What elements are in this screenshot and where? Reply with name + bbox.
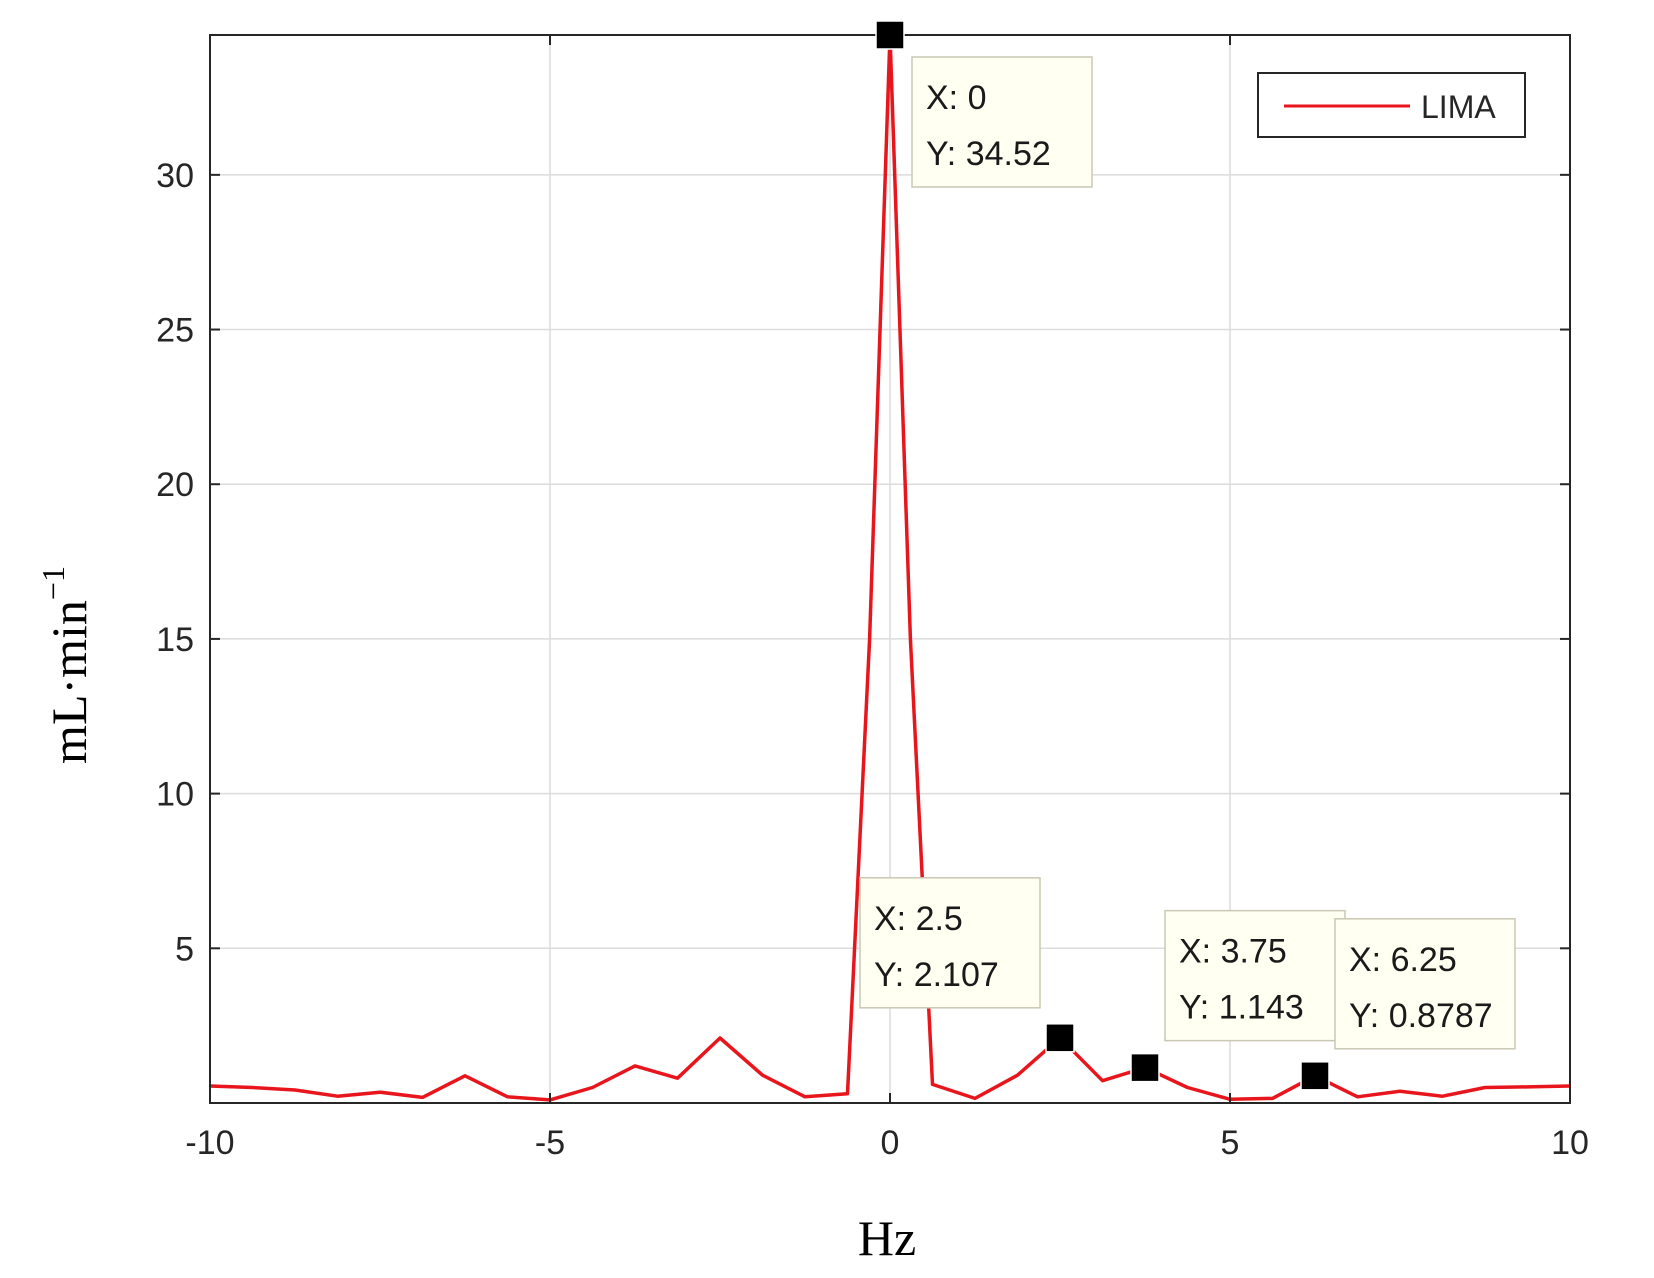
x-tick-label: -5 — [535, 1124, 565, 1162]
datatip-marker — [1130, 1052, 1160, 1083]
legend: LIMA — [1257, 72, 1526, 138]
y-axis-title-exponent: −1 — [35, 566, 71, 600]
datatip-y-text: Y: 1.143 — [1179, 989, 1304, 1027]
y-tick-label: 25 — [156, 312, 194, 350]
datatip: X: 3.75 Y: 1.143 — [1164, 909, 1346, 1042]
datatip-x-text: X: 2.5 — [874, 900, 963, 938]
datatip: X: 6.25 Y: 0.8787 — [1334, 918, 1516, 1050]
legend-label-lima: LIMA — [1421, 89, 1496, 125]
datatip-y-text: Y: 2.107 — [874, 956, 999, 994]
y-tick-label: 20 — [156, 466, 194, 504]
datatip-marker — [875, 20, 905, 50]
datatip-y-text: Y: 34.52 — [926, 135, 1051, 173]
datatips: X: 0 Y: 34.52 X: 2.5 Y: 2.107 X: 3.75 Y: 1.14… — [859, 56, 1516, 1050]
datatip-marker — [1300, 1061, 1330, 1091]
datatip-marker — [1045, 1023, 1075, 1053]
y-tick-label: 30 — [156, 157, 194, 195]
datatip-x-text: X: 3.75 — [1179, 933, 1287, 971]
datatip-box — [911, 56, 1093, 188]
x-tick-label: 5 — [1221, 1124, 1240, 1162]
datatip-box — [1164, 909, 1346, 1042]
datatip-x-text: X: 0 — [926, 79, 986, 117]
datatip: X: 0 Y: 34.52 — [911, 56, 1093, 188]
datatip-markers — [875, 20, 1330, 1091]
y-tick-label: 15 — [156, 621, 194, 659]
x-tick-label: 0 — [881, 1124, 900, 1162]
y-axis-title: mL·min−1 — [35, 566, 97, 764]
x-axis-title: Hz — [858, 1210, 916, 1266]
datatip-y-text: Y: 0.8787 — [1349, 997, 1493, 1035]
datatip: X: 2.5 Y: 2.107 — [859, 877, 1041, 1009]
y-axis-title-main: mL·min — [41, 600, 97, 764]
datatip-box — [859, 877, 1041, 1009]
datatip-box — [1334, 918, 1516, 1050]
grid — [210, 35, 1570, 1103]
y-tick-label: 5 — [175, 930, 194, 968]
datatip-x-text: X: 6.25 — [1349, 941, 1457, 979]
y-tick-label: 10 — [156, 776, 194, 814]
y-tick-labels: 5 10 15 20 25 30 — [156, 157, 194, 968]
x-tick-labels: -10 -5 0 5 10 — [185, 1124, 1588, 1162]
x-tick-label: 10 — [1551, 1124, 1589, 1162]
x-tick-label: -10 — [185, 1124, 234, 1162]
